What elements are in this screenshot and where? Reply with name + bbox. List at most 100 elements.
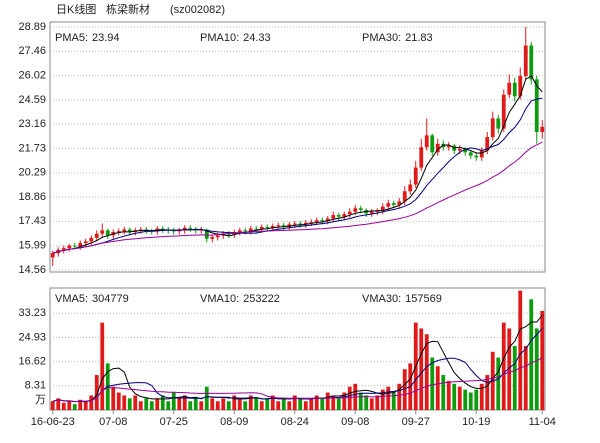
candle-body xyxy=(67,245,72,249)
volume-bar xyxy=(78,399,83,410)
candle-body xyxy=(320,220,325,222)
volume-bar xyxy=(72,404,77,410)
candle-body xyxy=(518,76,523,97)
volume-bar xyxy=(430,357,435,410)
volume-bar xyxy=(89,395,94,410)
candle-body xyxy=(501,94,506,129)
moving-average-line xyxy=(52,97,543,254)
y-tick-label: 8.31 xyxy=(25,380,46,392)
y-tick-label: 27.46 xyxy=(18,45,46,57)
y-tick-label: 23.16 xyxy=(18,118,46,130)
volume-bar xyxy=(386,386,391,410)
candle-body xyxy=(408,184,413,192)
x-tick-label: 07-08 xyxy=(99,416,127,428)
candle-body xyxy=(138,229,143,231)
candle-body xyxy=(298,223,303,225)
y-tick-label: 26.02 xyxy=(18,70,46,82)
y-tick-label: 24.59 xyxy=(18,94,46,106)
candle-body xyxy=(281,225,286,227)
moving-average-line xyxy=(52,75,543,254)
candle-body xyxy=(419,147,424,168)
volume-bar xyxy=(303,401,308,410)
volume-bar xyxy=(237,398,242,410)
volume-bar xyxy=(452,383,457,410)
candle-body xyxy=(424,135,429,148)
volume-bar xyxy=(358,392,363,410)
volume-bar xyxy=(111,386,116,410)
volume-bar xyxy=(320,398,325,410)
volume-panel xyxy=(49,287,546,411)
candle-body xyxy=(226,233,231,235)
volume-bar xyxy=(457,386,462,410)
volume-bar xyxy=(507,328,512,410)
moving-average-line xyxy=(52,357,543,403)
y-tick-label: 20.29 xyxy=(18,167,46,179)
candle-body xyxy=(188,227,193,229)
volume-bar xyxy=(259,401,264,410)
x-tick-label: 08-24 xyxy=(281,416,309,428)
volume-bar xyxy=(281,398,286,410)
volume-bar xyxy=(380,389,385,410)
candle-body xyxy=(331,215,336,219)
candle-body xyxy=(490,118,495,138)
volume-bar xyxy=(243,401,248,410)
candle-body xyxy=(50,253,55,258)
volume-bar xyxy=(122,395,127,410)
volume-bar xyxy=(424,334,429,410)
volume-bar xyxy=(501,322,506,410)
ma-value: 304779 xyxy=(92,293,129,305)
volume-bar xyxy=(474,389,479,410)
ma-name: PMA10: xyxy=(200,32,239,44)
candle-body xyxy=(160,228,165,230)
volume-bar xyxy=(133,395,138,410)
volume-bar xyxy=(287,401,292,410)
candle-body xyxy=(171,230,176,232)
candle-body xyxy=(116,231,121,233)
volume-bar xyxy=(50,401,55,410)
candle-body xyxy=(540,126,545,132)
volume-bar xyxy=(496,357,501,410)
volume-bar xyxy=(336,398,341,410)
candle-body xyxy=(512,82,517,97)
unit-label: 万 xyxy=(35,394,46,406)
x-tick-label: 07-25 xyxy=(160,416,188,428)
volume-bar xyxy=(540,310,545,410)
y-tick-label: 33.23 xyxy=(18,307,46,319)
candle-body xyxy=(248,228,253,232)
candle-body xyxy=(83,241,88,244)
volume-bar xyxy=(391,392,396,410)
x-tick-label: 09-08 xyxy=(341,416,369,428)
y-tick-label: 21.73 xyxy=(18,142,46,154)
candle-body xyxy=(391,203,396,205)
y-tick-label: 15.99 xyxy=(18,240,46,252)
volume-bar xyxy=(248,395,253,410)
y-tick-label: 16.62 xyxy=(18,355,46,367)
x-tick-label: 16-06-23 xyxy=(31,416,75,428)
volume-bar xyxy=(226,401,231,410)
ma-legend: VMA30: 157569 xyxy=(362,293,442,305)
candle-body xyxy=(435,143,440,153)
candle-body xyxy=(177,230,182,232)
volume-bar xyxy=(419,328,424,410)
ma-legend: PMA30: 21.83 xyxy=(362,32,433,44)
volume-bar xyxy=(100,322,105,410)
y-tick-label: 14.56 xyxy=(18,264,46,276)
ma-legend: VMA10: 253222 xyxy=(200,293,280,305)
candle-body xyxy=(122,229,127,232)
x-tick-label: 10-19 xyxy=(462,416,490,428)
moving-average-line xyxy=(52,141,543,254)
volume-bar xyxy=(83,401,88,410)
volume-bar xyxy=(529,299,534,410)
candle-body xyxy=(507,82,512,95)
volume-bar xyxy=(127,398,132,410)
candle-body xyxy=(215,235,220,238)
x-tick-label: 09-27 xyxy=(402,416,430,428)
ma-value: 253222 xyxy=(243,293,280,305)
volume-bar xyxy=(188,401,193,410)
candle-body xyxy=(430,135,435,153)
volume-bar xyxy=(523,345,528,410)
candle-body xyxy=(259,226,264,230)
candle-body xyxy=(314,220,319,222)
volume-bar xyxy=(364,395,369,410)
